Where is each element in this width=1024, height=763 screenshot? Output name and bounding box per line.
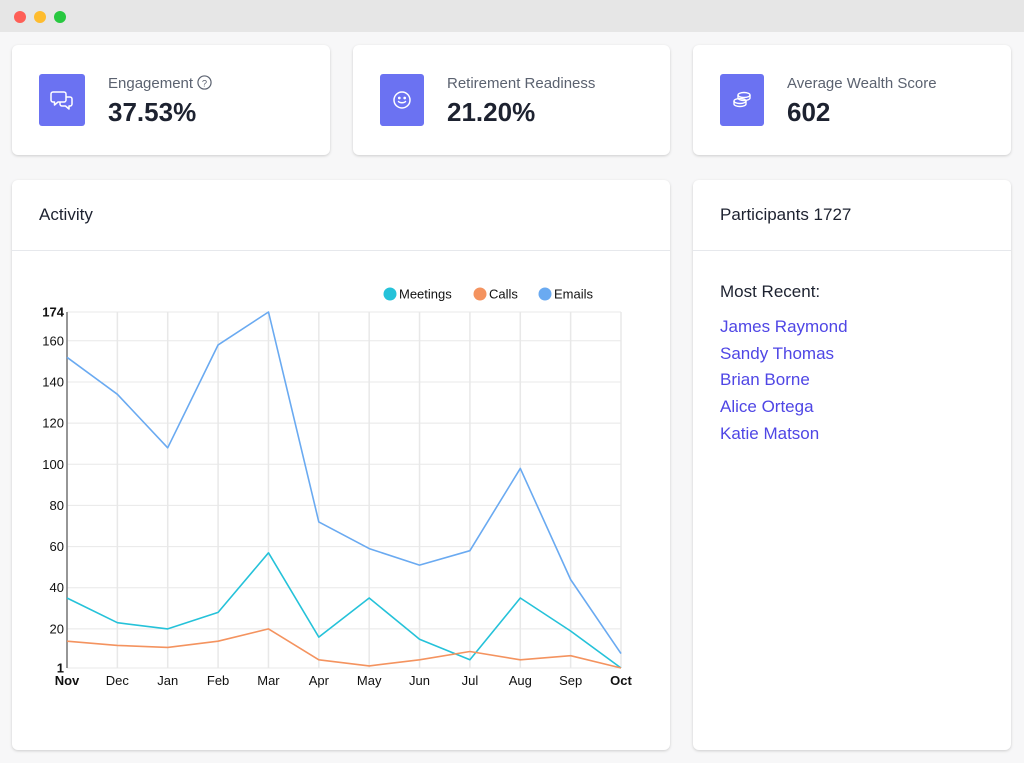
series-line-emails bbox=[66, 311, 622, 655]
x-tick-label: Oct bbox=[610, 673, 632, 688]
legend-marker-emails bbox=[538, 287, 552, 301]
legend-marker-meetings bbox=[383, 287, 397, 301]
x-tick-label: May bbox=[357, 673, 382, 688]
chat-bubbles-icon bbox=[39, 74, 85, 126]
svg-text:?: ? bbox=[202, 78, 207, 88]
window-titlebar bbox=[0, 0, 1024, 32]
x-tick-label: Jul bbox=[462, 673, 479, 688]
activity-card: Activity 1 20 40 60 80 100 120 140 160 174 Nov Dec J… bbox=[12, 180, 670, 750]
average-wealth-score-label: Average Wealth Score bbox=[787, 75, 937, 92]
engagement-value: 37.53% bbox=[108, 97, 197, 127]
series-line-calls bbox=[66, 628, 622, 669]
recent-participants-list: James Raymond Sandy Thomas Brian Borne A… bbox=[720, 317, 848, 450]
retirement-readiness-card: Retirement Readiness 21.20% bbox=[353, 45, 670, 155]
most-recent-heading: Most Recent: bbox=[720, 282, 821, 301]
legend-label: Meetings bbox=[399, 287, 452, 302]
y-tick-label: 140 bbox=[42, 374, 64, 389]
help-icon[interactable]: ? bbox=[197, 75, 212, 90]
coins-icon bbox=[720, 74, 764, 126]
participant-link[interactable]: James Raymond bbox=[720, 317, 848, 336]
activity-title: Activity bbox=[39, 205, 93, 224]
engagement-card: Engagement? 37.53% bbox=[12, 45, 330, 155]
close-window-button[interactable] bbox=[14, 11, 26, 23]
participant-link[interactable]: Alice Ortega bbox=[720, 397, 814, 417]
minimize-window-button[interactable] bbox=[34, 11, 46, 23]
average-wealth-score-card: Average Wealth Score 602 bbox=[693, 45, 1011, 155]
participants-card: Participants 1727 Most Recent: James Ray… bbox=[693, 180, 1011, 750]
x-tick-label: Apr bbox=[309, 673, 330, 688]
engagement-label: Engagement? bbox=[108, 75, 212, 92]
x-tick-label: Sep bbox=[559, 673, 582, 688]
average-wealth-score-value: 602 bbox=[787, 97, 831, 127]
maximize-window-button[interactable] bbox=[54, 11, 66, 23]
x-tick-label: Nov bbox=[55, 673, 80, 688]
participant-link[interactable]: Sandy Thomas bbox=[720, 343, 835, 363]
series-line-meetings bbox=[66, 551, 622, 669]
y-tick-label: 120 bbox=[42, 416, 64, 431]
legend-label: Emails bbox=[554, 287, 594, 302]
y-tick-label: 174 bbox=[42, 305, 64, 320]
activity-header: Activity bbox=[12, 180, 670, 251]
x-tick-label: Jan bbox=[157, 673, 178, 688]
y-tick-label: 20 bbox=[50, 621, 64, 636]
y-tick-label: 80 bbox=[50, 498, 64, 513]
legend-marker-calls bbox=[473, 287, 487, 301]
retirement-readiness-label: Retirement Readiness bbox=[447, 75, 596, 92]
x-tick-label: Feb bbox=[207, 673, 229, 688]
x-tick-label: Mar bbox=[257, 673, 280, 688]
retirement-readiness-value: 21.20% bbox=[447, 97, 536, 127]
x-tick-label: Dec bbox=[106, 673, 130, 688]
y-tick-label: 100 bbox=[42, 457, 64, 472]
y-tick-label: 60 bbox=[50, 539, 64, 554]
participant-link[interactable]: Katie Matson bbox=[720, 423, 820, 443]
participant-link[interactable]: Brian Borne bbox=[720, 370, 810, 390]
x-tick-label: Jun bbox=[409, 673, 430, 688]
x-tick-label: Aug bbox=[509, 673, 532, 688]
participants-title: Participants 1727 bbox=[720, 205, 852, 224]
y-tick-label: 160 bbox=[42, 333, 64, 348]
smiley-icon bbox=[380, 74, 424, 126]
y-tick-label: 40 bbox=[50, 580, 64, 595]
participants-header: Participants 1727 bbox=[693, 180, 1011, 251]
legend-label: Calls bbox=[489, 287, 518, 302]
y-tick-label: 1 bbox=[57, 661, 64, 676]
